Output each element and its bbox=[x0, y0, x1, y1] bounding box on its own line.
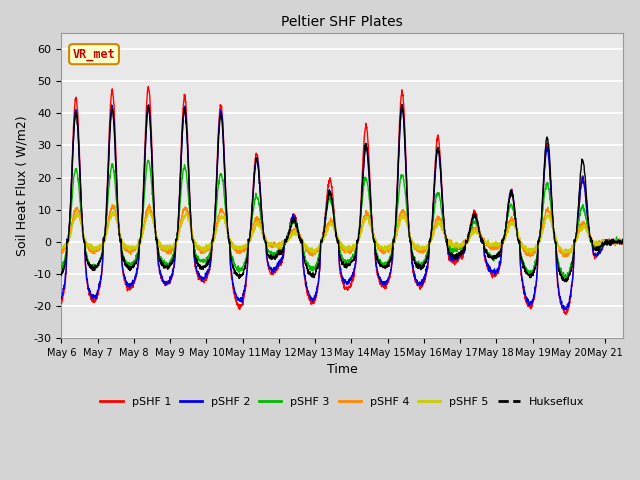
Line: pSHF 3: pSHF 3 bbox=[61, 160, 623, 281]
pSHF 4 bbox=[600, 238, 608, 243]
pSHF 3 bbox=[58, 266, 65, 272]
pSHF 4 bbox=[526, 254, 534, 260]
pSHF 1 bbox=[600, 241, 608, 247]
pSHF 5 bbox=[600, 240, 608, 245]
Line: pSHF 1: pSHF 1 bbox=[61, 87, 623, 314]
Title: Peltier SHF Plates: Peltier SHF Plates bbox=[282, 15, 403, 29]
pSHF 2 bbox=[427, 235, 435, 241]
pSHF 4 bbox=[533, 245, 541, 251]
Hukseflux bbox=[620, 238, 627, 244]
Line: pSHF 2: pSHF 2 bbox=[61, 105, 623, 310]
pSHF 1 bbox=[145, 84, 152, 90]
pSHF 3 bbox=[90, 265, 98, 271]
pSHF 2 bbox=[561, 307, 569, 312]
pSHF 1 bbox=[410, 268, 417, 274]
Line: Hukseflux: Hukseflux bbox=[61, 104, 623, 282]
Hukseflux bbox=[533, 257, 541, 263]
pSHF 2 bbox=[620, 240, 627, 246]
pSHF 4 bbox=[427, 238, 435, 244]
Hukseflux bbox=[346, 261, 353, 266]
pSHF 1 bbox=[427, 234, 435, 240]
pSHF 5 bbox=[427, 238, 435, 243]
pSHF 3 bbox=[346, 259, 353, 264]
pSHF 2 bbox=[90, 294, 98, 300]
pSHF 2 bbox=[600, 240, 608, 246]
pSHF 5 bbox=[561, 252, 568, 257]
pSHF 1 bbox=[90, 298, 98, 303]
pSHF 2 bbox=[410, 267, 417, 273]
pSHF 2 bbox=[346, 276, 353, 281]
Hukseflux bbox=[427, 237, 435, 243]
pSHF 2 bbox=[533, 269, 541, 275]
Line: pSHF 4: pSHF 4 bbox=[61, 204, 623, 257]
Hukseflux bbox=[563, 279, 570, 285]
pSHF 5 bbox=[346, 247, 353, 252]
Hukseflux bbox=[410, 257, 417, 263]
pSHF 3 bbox=[144, 157, 152, 163]
pSHF 1 bbox=[533, 272, 541, 277]
Legend: pSHF 1, pSHF 2, pSHF 3, pSHF 4, pSHF 5, Hukseflux: pSHF 1, pSHF 2, pSHF 3, pSHF 4, pSHF 5, … bbox=[96, 393, 589, 411]
pSHF 2 bbox=[145, 102, 152, 108]
pSHF 4 bbox=[346, 249, 353, 254]
pSHF 1 bbox=[346, 284, 353, 289]
pSHF 5 bbox=[145, 207, 152, 213]
pSHF 4 bbox=[90, 251, 98, 256]
pSHF 4 bbox=[410, 240, 417, 245]
Y-axis label: Soil Heat Flux ( W/m2): Soil Heat Flux ( W/m2) bbox=[15, 115, 28, 256]
pSHF 3 bbox=[600, 240, 608, 245]
pSHF 1 bbox=[562, 312, 570, 317]
pSHF 5 bbox=[58, 244, 65, 250]
Hukseflux bbox=[58, 273, 65, 278]
pSHF 1 bbox=[58, 300, 65, 306]
pSHF 3 bbox=[563, 278, 571, 284]
X-axis label: Time: Time bbox=[327, 363, 358, 376]
pSHF 5 bbox=[410, 241, 417, 247]
Text: VR_met: VR_met bbox=[72, 48, 115, 60]
pSHF 4 bbox=[58, 248, 65, 253]
pSHF 4 bbox=[145, 202, 153, 207]
pSHF 3 bbox=[620, 240, 627, 245]
Hukseflux bbox=[600, 240, 608, 246]
pSHF 3 bbox=[533, 252, 541, 258]
pSHF 5 bbox=[620, 238, 627, 244]
Hukseflux bbox=[90, 266, 98, 272]
pSHF 4 bbox=[620, 237, 627, 243]
pSHF 5 bbox=[90, 244, 98, 250]
pSHF 3 bbox=[410, 254, 417, 260]
pSHF 2 bbox=[58, 295, 65, 300]
pSHF 3 bbox=[427, 237, 435, 243]
Hukseflux bbox=[398, 101, 406, 107]
pSHF 1 bbox=[620, 238, 627, 244]
pSHF 5 bbox=[533, 245, 541, 251]
Line: pSHF 5: pSHF 5 bbox=[61, 210, 623, 254]
